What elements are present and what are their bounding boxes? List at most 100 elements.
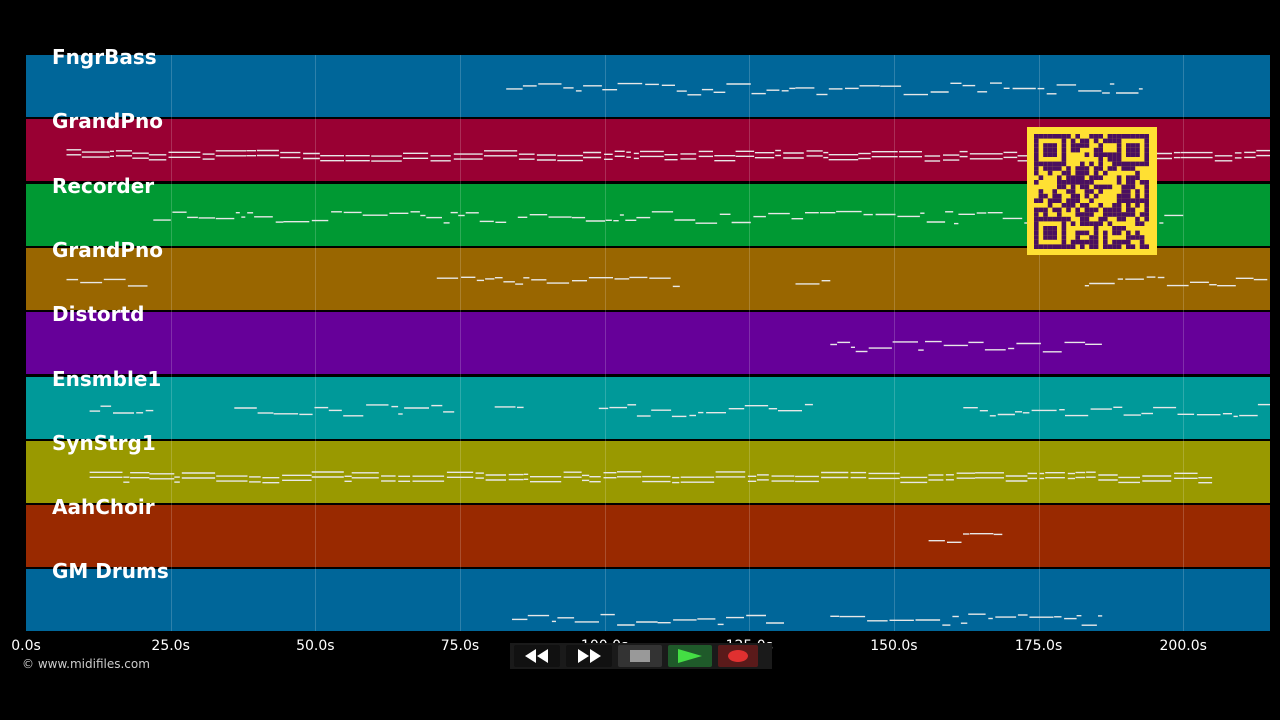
qr-module: [1052, 207, 1057, 213]
qr-module: [1070, 239, 1076, 245]
qr-module: [1066, 207, 1071, 213]
qr-module: [1075, 166, 1080, 171]
track-label: Recorder: [52, 173, 155, 198]
qr-module: [1121, 198, 1126, 203]
qr-module: [1126, 152, 1131, 157]
qr-module: [1144, 216, 1149, 222]
qr-module: [1043, 216, 1048, 222]
qr-module: [1080, 230, 1085, 236]
qr-module: [1043, 143, 1048, 148]
time-tick-label: 25.0s: [151, 638, 190, 654]
qr-module: [1126, 175, 1131, 180]
qr-module: [1089, 198, 1094, 203]
qr-module: [1061, 226, 1067, 231]
qr-module: [1057, 161, 1062, 167]
qr-module: [1121, 166, 1126, 171]
qr-code-image[interactable]: [1027, 127, 1157, 255]
track-label: Distortd: [52, 302, 145, 327]
qr-module: [1084, 203, 1090, 208]
qr-module: [1144, 207, 1149, 213]
qr-module: [1052, 226, 1057, 231]
qr-module: [1070, 203, 1076, 208]
qr-module: [1057, 134, 1062, 139]
qr-module: [1093, 230, 1099, 236]
qr-module: [1093, 152, 1099, 157]
qr-module: [1093, 184, 1099, 190]
qr-module: [1135, 221, 1140, 226]
qr-module: [1107, 212, 1113, 217]
qr-module: [1038, 198, 1044, 203]
qr-module: [1121, 212, 1126, 217]
qr-module: [1135, 193, 1140, 199]
qr-module: [1047, 230, 1053, 236]
qr-module: [1034, 180, 1039, 185]
qr-module: [1034, 198, 1039, 203]
qr-module: [1034, 166, 1039, 171]
record-button[interactable]: [718, 645, 758, 667]
qr-module: [1075, 170, 1080, 176]
time-tick-label: 0.0s: [11, 638, 41, 654]
qr-module: [1130, 184, 1136, 190]
qr-module: [1089, 244, 1094, 249]
qr-module: [1052, 143, 1057, 148]
qr-module: [1066, 166, 1071, 171]
qr-module: [1093, 138, 1099, 144]
qr-module: [1135, 170, 1140, 176]
qr-module: [1098, 175, 1103, 180]
qr-module: [1084, 184, 1090, 190]
qr-module: [1084, 189, 1090, 194]
track-label: SynStrg1: [52, 430, 156, 455]
qr-module: [1098, 134, 1103, 139]
qr-module: [1098, 157, 1103, 162]
qr-module: [1089, 180, 1094, 185]
qr-module: [1112, 207, 1117, 213]
qr-module: [1112, 152, 1117, 157]
qr-module: [1107, 221, 1113, 226]
qr-module: [1130, 143, 1136, 148]
stop-button[interactable]: [618, 645, 662, 667]
grid-line: [749, 55, 751, 631]
qr-module: [1057, 207, 1062, 213]
qr-module: [1130, 212, 1136, 217]
qr-module: [1057, 180, 1062, 185]
qr-module: [1089, 161, 1094, 167]
fast-forward-button[interactable]: [566, 645, 612, 667]
qr-module: [1139, 161, 1145, 167]
qr-module: [1093, 193, 1099, 199]
qr-module: [1116, 175, 1122, 180]
play-button[interactable]: [668, 645, 712, 667]
qr-module: [1130, 198, 1136, 203]
qr-module: [1144, 198, 1149, 203]
track-lane: [26, 312, 1270, 375]
qr-module: [1103, 239, 1108, 245]
qr-module: [1093, 170, 1099, 176]
qr-module: [1098, 216, 1103, 222]
qr-module: [1075, 239, 1080, 245]
rewind-icon: [525, 649, 548, 663]
qr-module: [1070, 244, 1076, 249]
qr-module: [1135, 161, 1140, 167]
qr-module: [1057, 198, 1062, 203]
qr-module: [1034, 216, 1039, 222]
qr-module: [1139, 235, 1145, 240]
track-label: Ensmble1: [52, 366, 162, 391]
qr-module: [1034, 143, 1039, 148]
qr-module: [1034, 207, 1039, 213]
qr-module: [1070, 143, 1076, 148]
qr-module: [1130, 207, 1136, 213]
time-tick-label: 175.0s: [1014, 638, 1063, 654]
qr-module: [1093, 244, 1099, 249]
play-icon: [678, 649, 702, 663]
qr-module: [1034, 244, 1039, 249]
rewind-button[interactable]: [514, 645, 560, 667]
track-label: FngrBass: [52, 45, 157, 69]
qr-module: [1066, 180, 1071, 185]
qr-module: [1047, 143, 1053, 148]
qr-module: [1144, 203, 1149, 208]
qr-module: [1052, 147, 1057, 153]
qr-module: [1066, 170, 1071, 176]
qr-module: [1103, 207, 1108, 213]
qr-module: [1075, 147, 1080, 153]
qr-module: [1084, 166, 1090, 171]
